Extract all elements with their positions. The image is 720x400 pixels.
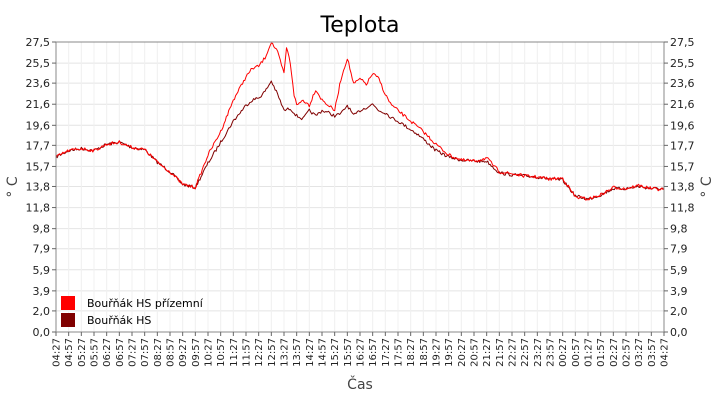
x-tick-label: 01:27 <box>584 338 595 367</box>
x-tick-label: 02:57 <box>622 338 633 367</box>
y-tick-label-right: 25,5 <box>670 57 695 70</box>
y-tick-label: 15,7 <box>26 160 51 173</box>
x-axis-label: Čas <box>347 375 373 393</box>
y-tick-label: 13,8 <box>26 180 51 193</box>
x-tick-label: 13:57 <box>292 338 303 367</box>
x-tick-label: 11:27 <box>229 338 240 367</box>
x-tick-label: 23:57 <box>546 338 557 367</box>
y-tick-label: 19,6 <box>26 119 51 132</box>
y-tick-label-right: 2,0 <box>670 305 688 318</box>
legend-label: Bouřňák HS přízemní <box>87 297 204 310</box>
y-tick-label: 23,6 <box>26 77 51 90</box>
y-axis-label-right: ° C <box>699 176 715 197</box>
x-axis: 04:27 04:57 05:27 05:57 06:27 06:57 07:27 07:57… <box>52 332 671 367</box>
x-tick-label: 14:57 <box>318 338 329 367</box>
y-tick-label-right: 15,7 <box>670 160 695 173</box>
x-tick-label: 13:27 <box>280 338 291 367</box>
x-tick-label: 00:27 <box>558 338 569 367</box>
x-tick-label: 11:57 <box>242 338 253 367</box>
x-tick-label: 14:27 <box>305 338 316 367</box>
x-tick-label: 08:27 <box>153 338 164 367</box>
y-tick-label-right: 5,9 <box>670 264 688 277</box>
x-tick-label: 05:27 <box>77 338 88 367</box>
y-tick-label-right: 9,8 <box>670 223 688 236</box>
x-tick-label: 16:27 <box>356 338 367 367</box>
y-tick-label-right: 11,8 <box>670 202 695 215</box>
x-tick-label: 22:27 <box>508 338 519 367</box>
y-tick-label-right: 0,0 <box>670 326 688 339</box>
x-tick-label: 17:57 <box>394 338 405 367</box>
legend: Bouřňák HS přízemní Bouřňák HS <box>61 296 204 327</box>
x-tick-label: 03:27 <box>634 338 645 367</box>
x-tick-label: 20:57 <box>470 338 481 367</box>
x-tick-label: 03:57 <box>647 338 658 367</box>
legend-swatch <box>61 296 75 310</box>
y-tick-label: 0,0 <box>33 326 51 339</box>
x-tick-label: 18:57 <box>419 338 430 367</box>
series-layer <box>55 42 665 201</box>
y-tick-label-right: 19,6 <box>670 119 695 132</box>
x-tick-label: 09:57 <box>191 338 202 367</box>
grid-lines <box>55 41 665 333</box>
y-tick-label: 2,0 <box>33 305 51 318</box>
y-axis-left: 0,0 2,0 3,9 5,9 7,9 9,8 11,8 13,8 15,7 17,7 19,6 21… <box>26 36 56 339</box>
y-axis-label-left: ° C <box>5 176 21 197</box>
x-tick-label: 00:57 <box>571 338 582 367</box>
y-tick-label: 7,9 <box>33 243 51 256</box>
x-tick-label: 18:27 <box>406 338 417 367</box>
x-tick-label: 17:27 <box>381 338 392 367</box>
x-tick-label: 16:57 <box>368 338 379 367</box>
y-tick-label: 9,8 <box>33 223 51 236</box>
y-tick-label: 5,9 <box>33 264 51 277</box>
y-tick-label-right: 13,8 <box>670 180 695 193</box>
y-tick-label-right: 17,7 <box>670 139 695 152</box>
y-tick-label: 21,6 <box>26 98 51 111</box>
y-tick-label: 25,5 <box>26 57 51 70</box>
x-tick-label: 06:57 <box>115 338 126 367</box>
x-tick-label: 12:27 <box>254 338 265 367</box>
x-tick-label: 19:27 <box>432 338 443 367</box>
y-tick-label: 27,5 <box>26 36 51 49</box>
x-tick-label: 09:27 <box>178 338 189 367</box>
x-tick-label: 04:27 <box>52 338 63 367</box>
x-tick-label: 04:27 <box>660 338 671 367</box>
x-tick-label: 01:57 <box>596 338 607 367</box>
x-tick-label: 21:27 <box>482 338 493 367</box>
x-tick-label: 20:27 <box>457 338 468 367</box>
y-tick-label: 17,7 <box>26 139 51 152</box>
y-tick-label-right: 7,9 <box>670 243 688 256</box>
x-tick-label: 15:27 <box>330 338 341 367</box>
y-axis-right: 0,0 2,0 3,9 5,9 7,9 9,8 11,8 13,8 15,7 17,7 19,6 21… <box>664 36 695 339</box>
x-tick-label: 21:57 <box>495 338 506 367</box>
legend-swatch <box>61 313 75 327</box>
x-tick-label: 10:57 <box>216 338 227 367</box>
x-tick-label: 12:57 <box>267 338 278 367</box>
x-tick-label: 22:57 <box>520 338 531 367</box>
x-tick-label: 15:57 <box>343 338 354 367</box>
y-tick-label-right: 27,5 <box>670 36 695 49</box>
x-tick-label: 08:57 <box>166 338 177 367</box>
x-tick-label: 05:57 <box>90 338 101 367</box>
x-tick-label: 04:57 <box>64 338 75 367</box>
legend-label: Bouřňák HS <box>87 314 151 327</box>
chart-title: Teplota <box>320 13 400 38</box>
y-tick-label: 3,9 <box>33 285 51 298</box>
x-tick-label: 07:27 <box>128 338 139 367</box>
x-tick-label: 06:27 <box>102 338 113 367</box>
x-tick-label: 02:27 <box>609 338 620 367</box>
x-tick-label: 23:27 <box>533 338 544 367</box>
y-tick-label: 11,8 <box>26 202 51 215</box>
x-tick-label: 10:27 <box>204 338 215 367</box>
y-tick-label-right: 3,9 <box>670 285 688 298</box>
x-tick-label: 07:57 <box>140 338 151 367</box>
y-tick-label-right: 21,6 <box>670 98 695 111</box>
x-tick-label: 19:57 <box>444 338 455 367</box>
series-line <box>55 42 665 201</box>
y-tick-label-right: 23,6 <box>670 77 695 90</box>
